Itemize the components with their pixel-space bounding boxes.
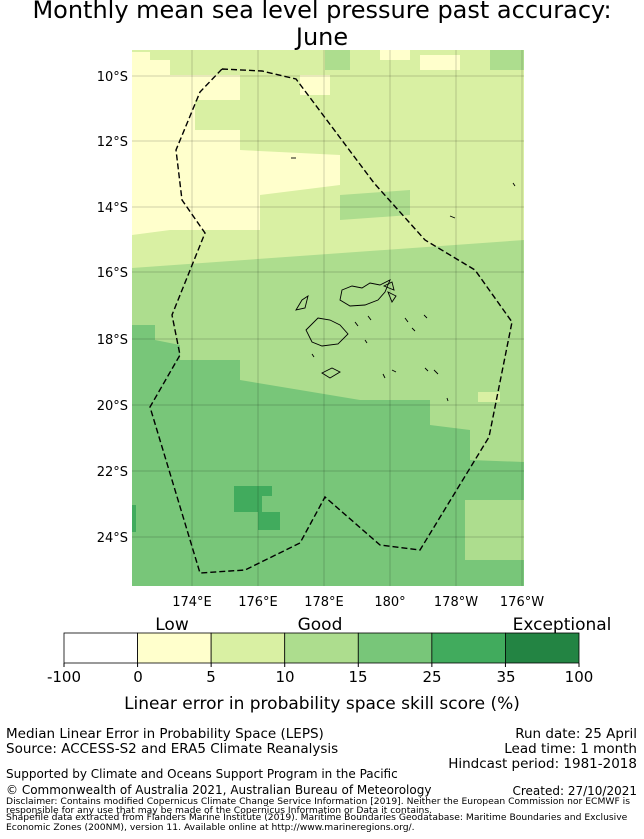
map-title-line2: June <box>295 23 349 51</box>
legend-category-good: Good <box>298 615 343 635</box>
legend-category-exceptional: Exceptional <box>513 615 612 635</box>
colorbar-segment <box>284 632 359 664</box>
colorbar-tick-labels: -100 0 5 10 15 25 35 100 <box>47 668 593 686</box>
legend-category-low: Low <box>155 615 189 635</box>
colorbar-segment <box>505 632 580 664</box>
longitude-labels: 174°E 176°E 178°E 180° 178°W 176°W <box>172 595 544 610</box>
info-source: Source: ACCESS-S2 and ERA5 Climate Reana… <box>6 741 339 757</box>
islands <box>291 157 516 402</box>
colorbar-segment <box>137 632 212 664</box>
shapefile-line1: Shapefile data extracted from Flanders M… <box>6 812 628 823</box>
lat-label: 22°S <box>97 465 128 480</box>
lat-label: 12°S <box>97 135 128 150</box>
lon-label: 178°E <box>304 595 344 610</box>
colorbar-tick: 10 <box>275 668 294 686</box>
info-lead-time: Lead time: 1 month <box>504 741 637 757</box>
disclaimer-line2: responsible for any use that may be made… <box>6 805 433 816</box>
colorbar-tick: 0 <box>133 668 143 686</box>
colorbar-tick: 15 <box>348 668 367 686</box>
eez-boundary <box>149 68 513 574</box>
info-supported: Supported by Climate and Oceans Support … <box>6 767 398 781</box>
colorbar-tick: -100 <box>47 668 81 686</box>
colorbar-segment <box>210 632 286 664</box>
lat-label: 20°S <box>97 399 128 414</box>
info-copyright: © Commonwealth of Australia 2021, Austra… <box>6 783 432 797</box>
info-run-date: Run date: 25 April <box>515 726 637 742</box>
map-title-line1: Monthly mean sea level pressure past acc… <box>32 0 612 24</box>
lat-label: 14°S <box>97 201 128 216</box>
info-hindcast: Hindcast period: 1981-2018 <box>448 756 637 772</box>
lat-label: 16°S <box>97 266 128 281</box>
lat-label: 24°S <box>97 531 128 546</box>
lat-label: 18°S <box>97 333 128 348</box>
lon-label: 176°W <box>500 595 544 610</box>
lat-label: 10°S <box>97 70 128 85</box>
colorbar-segment <box>431 632 506 664</box>
colorbar-segment <box>357 632 433 664</box>
colorbar-tick: 35 <box>496 668 515 686</box>
colorbar-tick: 25 <box>422 668 441 686</box>
lon-label: 174°E <box>172 595 212 610</box>
shapefile-line2: Economic Zones (200NM), version 11. Avai… <box>6 822 415 833</box>
skill-map <box>132 50 524 586</box>
colorbar-segment <box>63 632 138 664</box>
info-method: Median Linear Error in Probability Space… <box>6 726 324 742</box>
colorbar-tick: 5 <box>206 668 216 686</box>
colorbar <box>63 632 580 667</box>
latitude-labels: 10°S 12°S 14°S 16°S 18°S 20°S 22°S 24°S <box>97 70 128 546</box>
lon-label: 178°W <box>434 595 478 610</box>
lon-label: 176°E <box>238 595 278 610</box>
colorbar-tick: 100 <box>565 668 594 686</box>
info-created: Created: 27/10/2021 <box>512 784 637 798</box>
lon-label: 180° <box>374 595 405 610</box>
disclaimer-line1: Disclaimer: Contains modified Copernicus… <box>6 796 631 807</box>
colorbar-label: Linear error in probability space skill … <box>124 694 520 714</box>
graticule <box>132 50 524 586</box>
